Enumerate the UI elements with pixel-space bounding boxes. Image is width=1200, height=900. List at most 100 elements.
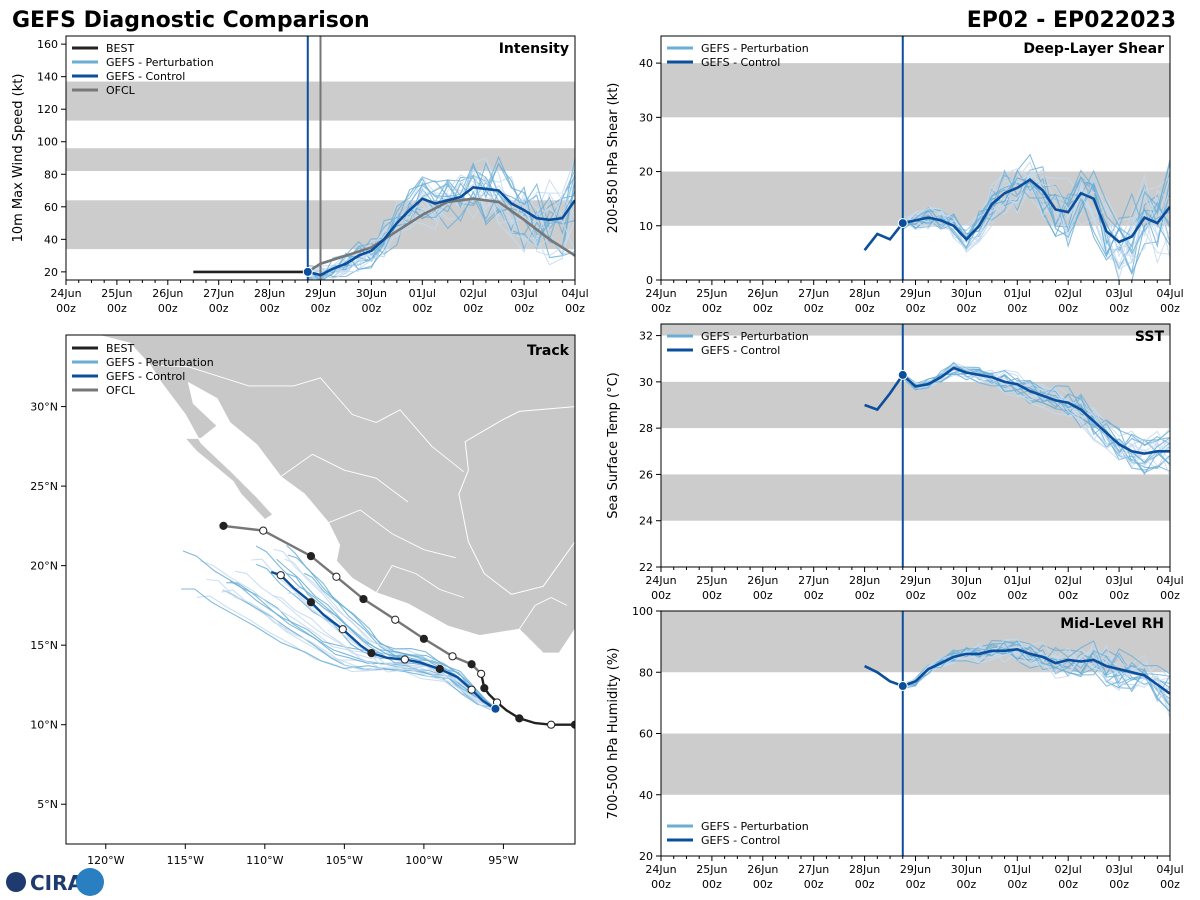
sst-panel: 24Jun 00z 25Jun 00z 26Jun 00z 27Jun 00z 28Jun 00z… — [606, 323, 1184, 602]
x-tick-sublabel: 00z — [1058, 589, 1078, 602]
gefs-perturbation-member-line — [307, 190, 575, 280]
gefs-perturbation-member-track — [234, 570, 496, 709]
rh-panel: 24Jun 00z 25Jun 00z 26Jun 00z 27Jun 00z 28Jun 00z… — [606, 605, 1184, 891]
y-tick-label: 0 — [646, 274, 653, 287]
x-tick-label: 115°W — [167, 854, 204, 867]
x-tick-sublabel: 00z — [56, 302, 76, 315]
y-tick-label: 30 — [639, 111, 653, 124]
x-tick-sublabel: 00z — [260, 302, 280, 315]
gefs-control-track-point — [276, 571, 285, 580]
x-tick-label: 24Jun — [645, 574, 676, 587]
x-tick-label: 02Jul — [460, 287, 487, 300]
gefs-perturbation-member-line — [902, 177, 1170, 271]
panel-title: Mid-Level RH — [1060, 616, 1164, 632]
intensity-panel: 24Jun 00z 25Jun 00z 26Jun 00z 27Jun 00z 28Jun 00z… — [11, 35, 589, 315]
x-tick-label: 01Jul — [1004, 287, 1031, 300]
x-tick-label: 26Jun — [747, 574, 778, 587]
x-tick-sublabel: 00z — [804, 302, 824, 315]
y-tick-label: 30°N — [30, 401, 58, 414]
cira-logo: CIRA — [6, 868, 104, 896]
y-tick-label: 10 — [639, 220, 653, 233]
x-tick-sublabel: 00z — [804, 589, 824, 602]
gefs-control-line — [307, 185, 575, 277]
gefs-perturbation-member-line — [307, 175, 575, 279]
ofcl-forecast-line — [307, 197, 575, 273]
x-tick-sublabel: 00z — [855, 878, 875, 891]
x-tick-label: 01Jul — [409, 287, 436, 300]
gefs-perturbation-member-track — [181, 588, 496, 709]
x-tick-sublabel: 00z — [1160, 589, 1180, 602]
y-tick-label: 28 — [639, 422, 653, 435]
ofcl-track-point — [448, 652, 457, 661]
x-tick-sublabel: 00z — [1007, 878, 1027, 891]
gefs-control-track-line — [270, 570, 497, 710]
x-tick-label: 95°W — [488, 854, 518, 867]
x-tick-label: 29Jun — [900, 863, 931, 876]
x-tick-sublabel: 00z — [1109, 302, 1129, 315]
gefs-perturbation-member-line — [902, 646, 1170, 708]
y-tick-label: 120 — [37, 103, 58, 116]
y-tick-label: 40 — [44, 233, 58, 246]
gefs-perturbation-member-line — [307, 161, 575, 280]
legend-label-pert: GEFS - Perturbation — [106, 356, 214, 369]
x-tick-label: 30Jun — [951, 574, 982, 587]
x-tick-sublabel: 00z — [651, 589, 671, 602]
best-track-point — [515, 714, 524, 723]
state-border — [151, 364, 464, 473]
legend-label-ofcl: OFCL — [106, 384, 136, 397]
y-tick-label: 20 — [44, 266, 58, 279]
y-tick-label: 15°N — [30, 639, 58, 652]
x-tick-label: 30Jun — [951, 287, 982, 300]
y-tick-label: 20 — [639, 850, 653, 863]
x-tick-sublabel: 00z — [107, 302, 127, 315]
gefs-control-track-point — [435, 664, 444, 674]
y-tick-label: 60 — [639, 728, 653, 741]
gefs-control-track-point — [306, 598, 316, 607]
panel-title: Track — [527, 343, 570, 359]
cira-logo-text: CIRA — [30, 871, 84, 895]
init-point-marker — [897, 218, 908, 229]
x-tick-label: 28Jun — [849, 287, 880, 300]
x-tick-sublabel: 00z — [906, 589, 926, 602]
x-tick-sublabel: 00z — [209, 302, 229, 315]
state-border — [328, 509, 456, 559]
x-tick-sublabel: 00z — [362, 302, 382, 315]
x-tick-label: 04Jul — [1156, 574, 1183, 587]
x-tick-label: 105°W — [326, 854, 363, 867]
ofcl-track-point — [359, 594, 368, 604]
gefs-perturbation-member-line — [902, 169, 1170, 280]
panel-title: SST — [1135, 329, 1165, 345]
x-tick-label: 120°W — [87, 854, 124, 867]
shear-panel: 24Jun 00z 25Jun 00z 26Jun 00z 27Jun 00z 28Jun 00z… — [606, 35, 1184, 315]
y-tick-label: 26 — [639, 468, 653, 481]
gefs-perturbation-member-track — [229, 580, 496, 713]
x-tick-sublabel: 00z — [906, 302, 926, 315]
y-axis-label: Sea Surface Temp (°C) — [606, 372, 621, 519]
gefs-control-track-point — [367, 649, 376, 658]
threshold-band — [661, 324, 1170, 336]
x-tick-label: 30Jun — [356, 287, 387, 300]
x-tick-label: 03Jul — [1105, 287, 1132, 300]
gefs-control-line — [864, 647, 1170, 695]
x-tick-label: 02Jul — [1055, 863, 1082, 876]
gefs-control-track-point — [467, 685, 476, 694]
x-tick-label: 26Jun — [152, 287, 183, 300]
y-tick-label: 100 — [632, 605, 653, 618]
gefs-perturbation-member-track — [222, 589, 496, 712]
cira-globe-icon — [6, 872, 26, 892]
best-track-point — [547, 720, 556, 729]
x-tick-sublabel: 00z — [311, 302, 331, 315]
x-tick-sublabel: 00z — [1160, 302, 1180, 315]
x-tick-sublabel: 00z — [1007, 589, 1027, 602]
x-tick-label: 28Jun — [849, 574, 880, 587]
gefs-perturbation-member-track — [182, 550, 496, 708]
y-tick-label: 80 — [44, 168, 58, 181]
threshold-band — [661, 733, 1170, 795]
y-axis-label: 200-850 hPa Shear (kt) — [606, 83, 621, 234]
legend-label-best: BEST — [106, 42, 134, 55]
x-tick-label: 24Jun — [645, 863, 676, 876]
x-tick-label: 25Jun — [696, 287, 727, 300]
threshold-band — [661, 63, 1170, 118]
x-tick-label: 04Jul — [1156, 863, 1183, 876]
x-tick-label: 26Jun — [747, 863, 778, 876]
